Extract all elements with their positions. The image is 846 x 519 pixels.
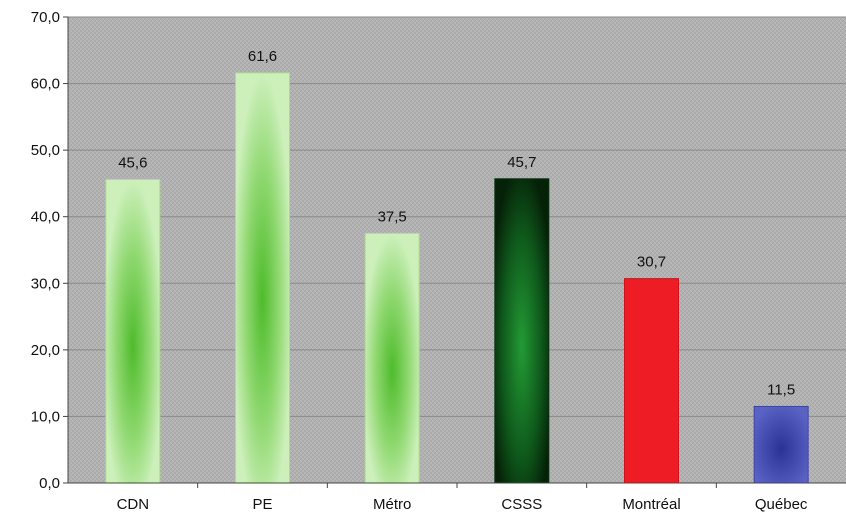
y-tick-label: 20,0 [31, 342, 60, 359]
bar-cdn [105, 178, 161, 484]
bar-pe [235, 72, 290, 484]
bar-m-tro [364, 232, 420, 484]
x-tick-label: CDN [117, 496, 150, 513]
x-tick-label: Métro [373, 496, 411, 513]
bars [105, 72, 809, 484]
bar-csss [494, 178, 550, 484]
y-tick-label: 40,0 [31, 209, 60, 226]
data-label: 11,5 [767, 381, 795, 398]
y-tick-label: 70,0 [31, 9, 60, 26]
data-label: 30,7 [637, 254, 666, 271]
y-tick-label: 0,0 [39, 475, 60, 492]
data-label: 37,5 [378, 208, 407, 225]
x-tick-label: PE [252, 496, 272, 513]
x-tick-label: Québec [755, 496, 808, 513]
bar-montr-al [624, 278, 679, 484]
gridlines [68, 16, 846, 417]
y-tick-label: 10,0 [31, 408, 60, 425]
data-label: 61,6 [248, 48, 277, 65]
y-axis: 0,0 10,0 20,0 30,0 40,0 50,0 60,0 70,0 [31, 9, 69, 492]
y-tick-label: 50,0 [31, 142, 60, 159]
x-tick-label: Montréal [622, 496, 680, 513]
data-label: 45,7 [507, 154, 536, 171]
x-axis: CDN PE Métro CSSS Montréal Québec [68, 482, 846, 513]
x-tick-label: CSSS [501, 496, 542, 513]
y-tick-label: 30,0 [31, 275, 60, 292]
data-labels: 45,6 61,6 37,5 45,7 30,7 11,5 [118, 48, 795, 399]
y-tick-label: 60,0 [31, 76, 60, 93]
data-label: 45,6 [118, 154, 147, 171]
plot-area [68, 17, 846, 483]
bar-qu-bec [753, 405, 809, 484]
